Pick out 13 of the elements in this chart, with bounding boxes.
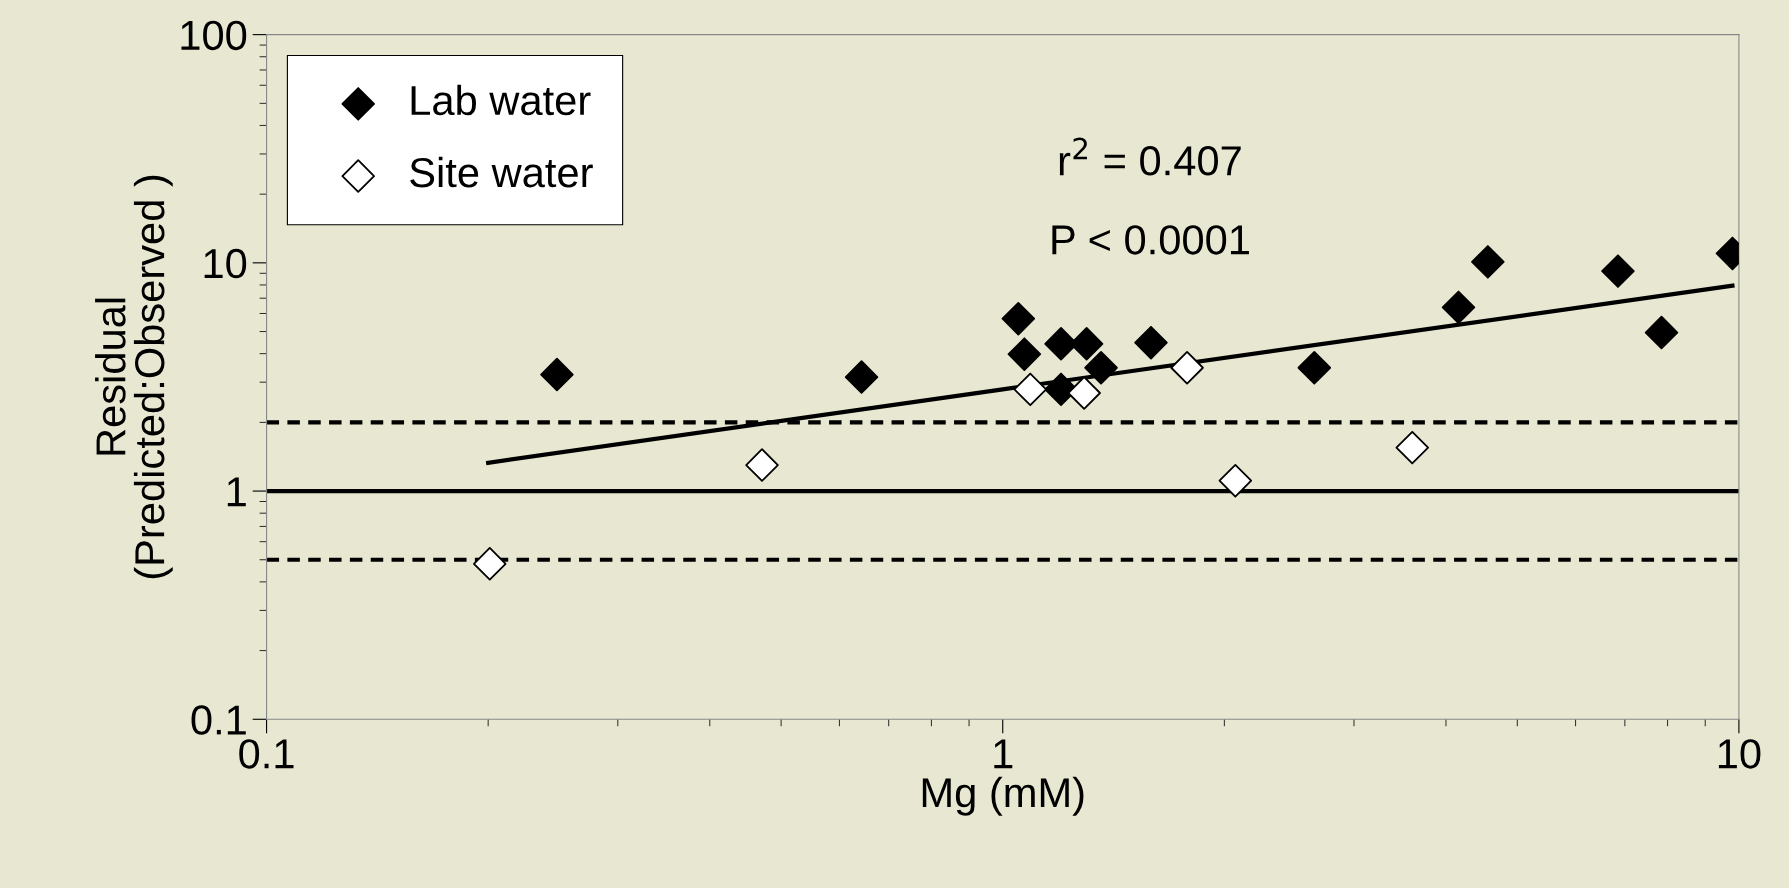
y-tick-label: 1 <box>227 477 246 507</box>
x-axis-title: Mg (mM) <box>922 776 1084 816</box>
y-tick-label: 100 <box>181 20 247 51</box>
x-tick-label: 0.1 <box>239 739 294 769</box>
annotation: r$^{2}$ = 0.407 <box>1059 137 1241 176</box>
legend-label: Site water <box>410 156 593 188</box>
x-tick-label: 10 <box>1718 739 1761 769</box>
legend-label: Lab water <box>411 84 591 116</box>
y-tick-label: 0.1 <box>191 705 246 735</box>
x-tick-label: 1 <box>994 739 1013 769</box>
y-axis-title: Residual (Predicted:Observed ) <box>95 175 173 579</box>
y-tick-label: 10 <box>204 248 247 279</box>
annotation: P < 0.0001 <box>1052 225 1249 255</box>
